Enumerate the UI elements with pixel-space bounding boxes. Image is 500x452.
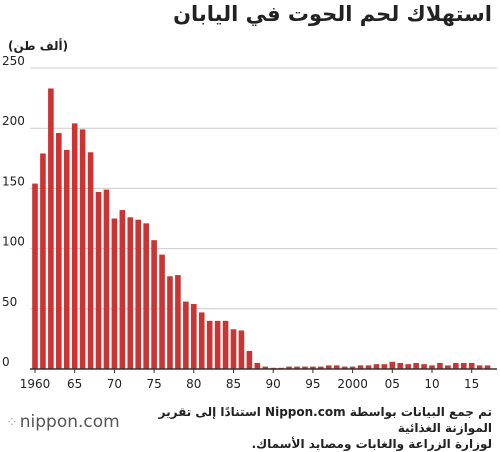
bar: [56, 133, 62, 369]
bar: [71, 123, 78, 369]
bar: [246, 350, 253, 369]
bar: [318, 366, 324, 369]
nippon-logo: ⁘ nippon.com: [6, 412, 120, 432]
bar-chart: 0 50 100 150 200 250 1960 65 70 75 80 85 90 95 2000 05 1…: [2, 54, 497, 391]
y-tick-label: 0: [2, 355, 10, 369]
x-tick-label: 75: [146, 377, 161, 391]
bar: [103, 189, 110, 369]
bar: [175, 275, 181, 369]
bar: [333, 365, 340, 369]
bar: [349, 366, 356, 369]
bar: [32, 183, 38, 369]
y-tick-label: 200: [2, 114, 25, 128]
bar: [230, 329, 237, 369]
bar: [40, 153, 46, 369]
bar: [341, 366, 348, 369]
bar: [143, 223, 149, 369]
bar: [127, 217, 134, 369]
bar: [191, 303, 197, 369]
bar: [365, 365, 372, 369]
bar: [453, 362, 459, 369]
x-tick-label: 65: [67, 377, 82, 391]
x-tick-label: 80: [186, 377, 201, 391]
bar: [262, 366, 269, 369]
bar: [476, 365, 483, 369]
bar: [405, 364, 411, 369]
bar: [381, 364, 388, 369]
x-tick-label: 70: [107, 377, 122, 391]
bar: [95, 192, 102, 369]
bar: [222, 320, 229, 369]
bar: [389, 361, 396, 369]
bar: [429, 365, 435, 369]
bar: [63, 149, 70, 369]
x-tick-label: 2000: [337, 377, 368, 391]
bar: [484, 365, 491, 369]
y-tick-label: 150: [2, 174, 25, 188]
bar: [460, 362, 467, 369]
bar: [413, 362, 419, 369]
source-line-2: لوزارة الزراعة والغابات ومصايد الأسماك.: [251, 437, 492, 451]
bar: [254, 362, 261, 369]
bar: [357, 365, 364, 369]
x-tick-label: 85: [226, 377, 241, 391]
logo-mark-icon: ⁘: [6, 415, 18, 431]
x-tick-label: 15: [464, 377, 479, 391]
x-tick-label: 90: [266, 377, 281, 391]
y-tick-label: 250: [2, 54, 25, 68]
bar: [310, 366, 316, 369]
y-tick-label: 50: [2, 295, 17, 309]
bar: [214, 320, 221, 369]
bar: [159, 254, 165, 369]
bar: [198, 312, 205, 369]
x-tick-label: 05: [385, 377, 400, 391]
source-note: تم جمع البيانات بواسطة Nippon.com استناد…: [112, 404, 492, 452]
bar: [286, 366, 292, 369]
y-tick-label: 100: [2, 235, 25, 249]
x-tick-label: 10: [424, 377, 439, 391]
x-tick-label: 95: [305, 377, 320, 391]
x-tick-label: 1960: [20, 377, 51, 391]
bar: [421, 364, 427, 369]
bar: [151, 240, 157, 369]
bar: [183, 301, 189, 369]
bar: [397, 362, 404, 369]
bar: [238, 330, 245, 369]
bar: [119, 210, 126, 369]
bar: [206, 320, 213, 369]
bar: [87, 152, 94, 369]
bar: [135, 219, 142, 369]
bar: [294, 366, 300, 369]
bar: [437, 362, 443, 369]
bar: [325, 365, 332, 369]
logo-text: nippon.com: [19, 412, 120, 432]
bar: [79, 129, 86, 369]
y-axis-unit-label: (ألف طن): [8, 39, 69, 53]
source-line-1: تم جمع البيانات بواسطة Nippon.com استناد…: [158, 405, 492, 435]
bar: [468, 362, 475, 369]
bar: [111, 218, 118, 369]
bar: [445, 365, 451, 369]
bar: [373, 364, 380, 369]
bar: [167, 276, 173, 369]
bar: [302, 366, 308, 369]
page-title: استهلاك لحم الحوت في اليابان: [173, 2, 492, 26]
bar: [48, 88, 54, 369]
